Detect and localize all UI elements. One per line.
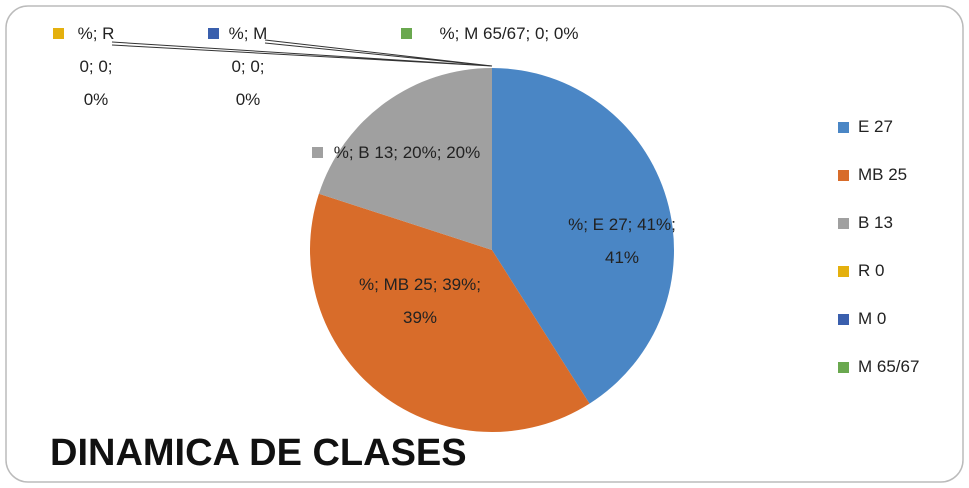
- label-key: [401, 28, 412, 39]
- legend-swatch: [838, 218, 849, 229]
- legend-label: B 13: [858, 213, 893, 232]
- label-key: [312, 147, 323, 158]
- pie-slice: [310, 193, 590, 432]
- legend-label: M 0: [858, 309, 887, 328]
- legend-swatch: [838, 122, 849, 133]
- pie-slice: [318, 68, 492, 250]
- data-label: %; B 13; 20%; 20%: [333, 143, 481, 162]
- legend-label: M 65/67: [858, 357, 920, 376]
- data-label: %; E 27; 41%; 41%: [568, 215, 676, 267]
- legend-swatch: [838, 362, 849, 373]
- chart-title: DINAMICA DE CLASES: [50, 432, 467, 474]
- data-label: %; R 0; 0; 0%: [77, 24, 115, 109]
- legend-swatch: [838, 170, 849, 181]
- legend-swatch: [838, 314, 849, 325]
- data-label: %; M 0; 0; 0%: [228, 24, 268, 109]
- leader-line: [264, 39, 493, 67]
- data-label: %; MB 25; 39%; 39%: [359, 275, 481, 327]
- data-label: %; M 65/67; 0; 0%: [439, 24, 579, 43]
- label-key: [208, 28, 219, 39]
- legend-swatch: [838, 266, 849, 277]
- legend-label: R 0: [858, 261, 885, 280]
- pie-slice: [492, 68, 675, 404]
- legend-label: E 27: [858, 117, 893, 136]
- label-key: [53, 28, 64, 39]
- legend-label: MB 25: [858, 165, 908, 184]
